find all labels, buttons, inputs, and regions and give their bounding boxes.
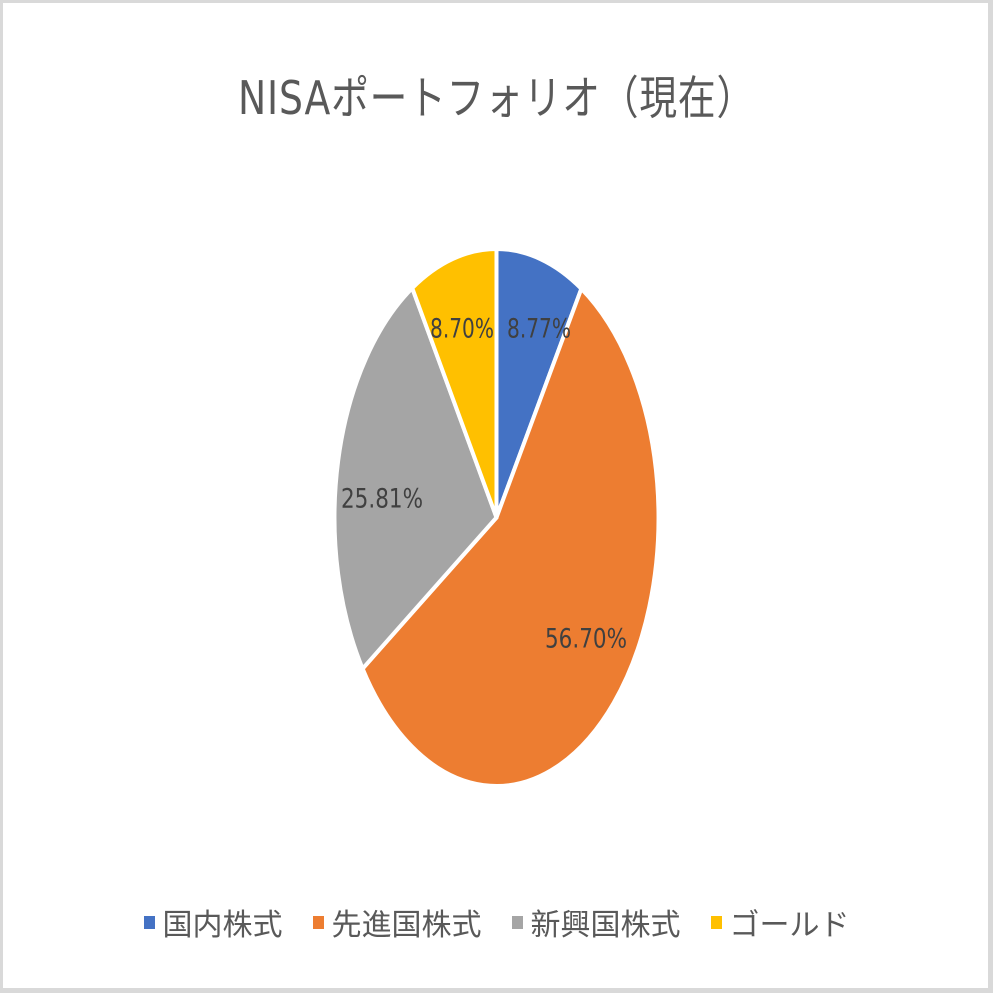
data-label: 56.70% xyxy=(545,624,627,655)
slice-emerging-stocks[interactable] xyxy=(332,286,499,671)
legend-item-emerging-stocks[interactable]: 新興国株式 xyxy=(511,900,681,944)
legend-label: 新興国株式 xyxy=(530,908,681,943)
chart-title: NISAポートフォリオ（現在） xyxy=(237,71,756,125)
legend-label: 先進国株式 xyxy=(331,908,482,943)
slice-domestic-stocks[interactable] xyxy=(494,247,584,520)
legend-swatch-icon xyxy=(511,915,523,929)
slice-gold[interactable] xyxy=(410,247,499,520)
legend-swatch-icon xyxy=(710,915,722,929)
legend-item-domestic-stocks[interactable]: 国内株式 xyxy=(143,900,283,944)
slice-developed-stocks[interactable] xyxy=(360,286,661,788)
legend-label: ゴールド xyxy=(729,908,850,943)
legend-swatch-icon xyxy=(143,915,155,929)
legend-swatch-icon xyxy=(312,915,324,929)
legend-label: 国内株式 xyxy=(162,908,283,943)
legend: 国内株式 先進国株式 新興国株式 ゴールド xyxy=(0,900,993,944)
data-label: 25.81% xyxy=(341,484,423,515)
legend-item-gold[interactable]: ゴールド xyxy=(710,900,850,944)
data-label: 8.77% xyxy=(507,314,571,345)
data-label: 8.70% xyxy=(430,314,494,345)
legend-item-developed-stocks[interactable]: 先進国株式 xyxy=(312,900,482,944)
